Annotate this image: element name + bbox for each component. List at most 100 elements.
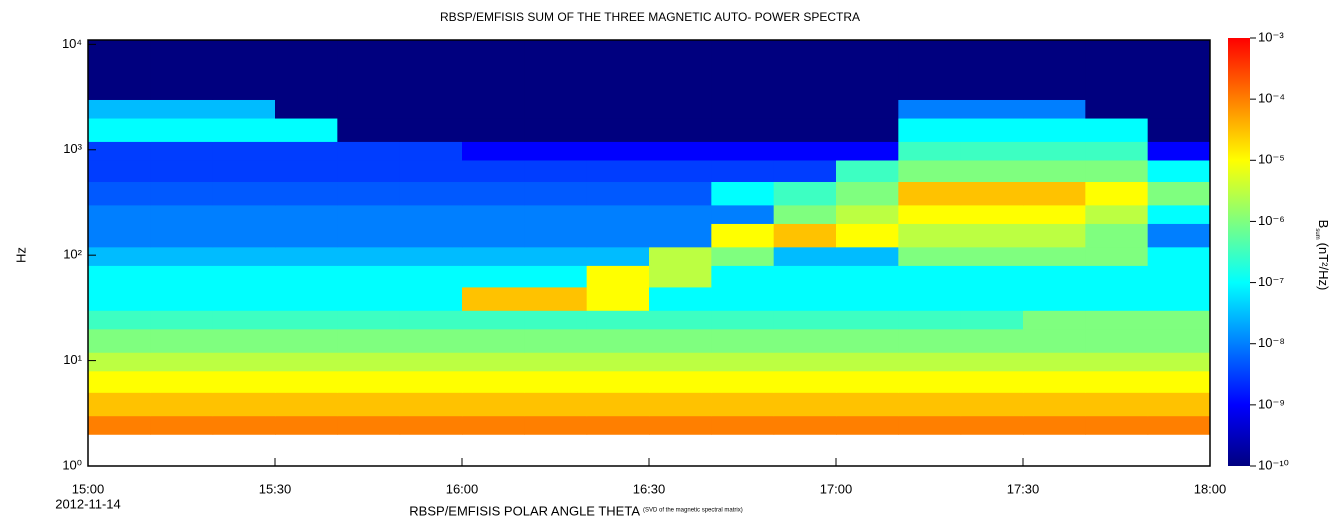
spectrogram-cell [462,40,525,77]
x-tick-label: 16:00 [446,481,479,496]
spectrogram-cell [212,415,276,435]
spectrogram-cell [1085,352,1149,372]
spectrogram-cell [960,159,1024,183]
spectrogram-cell [524,76,588,100]
spectrogram-cell [462,328,525,353]
spectrogram-cell [88,392,151,417]
spectrogram-cell [898,181,962,206]
spectrogram-cell [1085,370,1149,393]
spectrogram-cell [150,181,214,206]
spectrogram-cell [275,99,338,119]
colorbar-tick-label: 10⁻⁷ [1258,274,1284,289]
spectrogram-cell [711,159,775,183]
spectrogram-cell [773,181,837,206]
spectrogram-cell [337,99,401,119]
spectrogram-cell [524,392,588,417]
x-tick-label: 15:30 [259,481,292,496]
x-tick-label: 17:30 [1007,481,1040,496]
spectrogram-cell [1085,76,1149,100]
spectrogram-cell [898,392,962,417]
spectrogram-cell [337,310,401,330]
spectrogram-cell [462,352,525,372]
spectrogram-cell [773,246,837,266]
spectrogram-cell [711,99,775,119]
spectrogram-cell [337,392,401,417]
spectrogram-cell [773,392,837,417]
spectrogram-cell [836,181,899,206]
spectrogram-cell [711,76,775,100]
spectrogram-cell [88,415,151,435]
spectrogram-cell [1147,328,1211,353]
spectrogram-cell [649,392,712,417]
spectrogram-cell [1147,159,1211,183]
spectrogram-cell [524,310,588,330]
spectrogram-cell [1023,265,1086,288]
spectrogram-cell [898,415,962,435]
spectrogram-cell [337,141,401,161]
spectrogram-cell [960,204,1024,224]
spectrogram-cell [150,415,214,435]
spectrogram-cell [88,204,151,224]
spectrogram-cell [524,159,588,183]
spectrogram-cell [275,181,338,206]
spectrogram-cell [773,370,837,393]
spectrogram-cell [898,265,962,288]
spectrogram-cell [773,328,837,353]
spectrogram-cell [524,328,588,353]
colorbar-tick-label: 10⁻⁹ [1258,396,1285,411]
x-tick-label: 18:00 [1194,481,1227,496]
spectrogram-cell [212,328,276,353]
spectrogram-cell [1147,76,1211,100]
spectrogram-cell [150,159,214,183]
spectrogram-cell [275,118,338,142]
spectrogram-cell [462,286,525,311]
spectrogram-cell [1023,415,1086,435]
spectrogram-cell [275,223,338,248]
spectrogram-cell [960,246,1024,266]
spectrogram-cell [649,40,712,77]
spectrogram-cell [898,370,962,393]
spectrogram-cell [711,204,775,224]
spectrogram-cell [88,265,151,288]
spectrogram-cell [898,99,962,119]
spectrogram-cell [1023,328,1086,353]
spectrogram-cell [836,246,899,266]
spectrogram-cell [150,246,214,266]
spectrogram-cell [337,286,401,311]
spectrogram-cell [649,181,712,206]
spectrogram-cell [462,76,525,100]
spectrogram-cell [960,415,1024,435]
spectrogram-cell [586,118,650,142]
spectrogram-cell [524,181,588,206]
colorbar-label-main: B [1316,220,1331,229]
spectrogram-cell [586,141,650,161]
spectrogram-cell [88,352,151,372]
spectrogram-cell [150,223,214,248]
spectrogram-cell [399,328,463,353]
spectrogram-cell [960,76,1024,100]
spectrogram-cell [586,246,650,266]
spectrogram-cell [275,40,338,77]
spectrogram-cell [462,99,525,119]
spectrogram-cell [275,141,338,161]
spectrogram-cell [1023,204,1086,224]
spectrogram-cell [1085,40,1149,77]
spectrogram-cell [773,415,837,435]
spectrogram-cell [649,352,712,372]
spectrogram-cell [773,265,837,288]
spectrogram-cell [1147,415,1211,435]
spectrogram-cell [524,265,588,288]
spectrogram-cell [399,286,463,311]
spectrogram-cell [1085,204,1149,224]
spectrogram-cell [649,99,712,119]
spectrogram-cell [462,415,525,435]
spectrogram-cell [399,118,463,142]
spectrogram-cell [649,141,712,161]
spectrogram-cell [836,159,899,183]
spectrogram-cell [649,310,712,330]
spectrogram-cell [711,328,775,353]
colorbar-label: Bsum (nT²/Hz) [1314,220,1330,291]
spectrogram-cell [212,204,276,224]
spectrogram-cell [960,328,1024,353]
spectrogram-cell [462,223,525,248]
